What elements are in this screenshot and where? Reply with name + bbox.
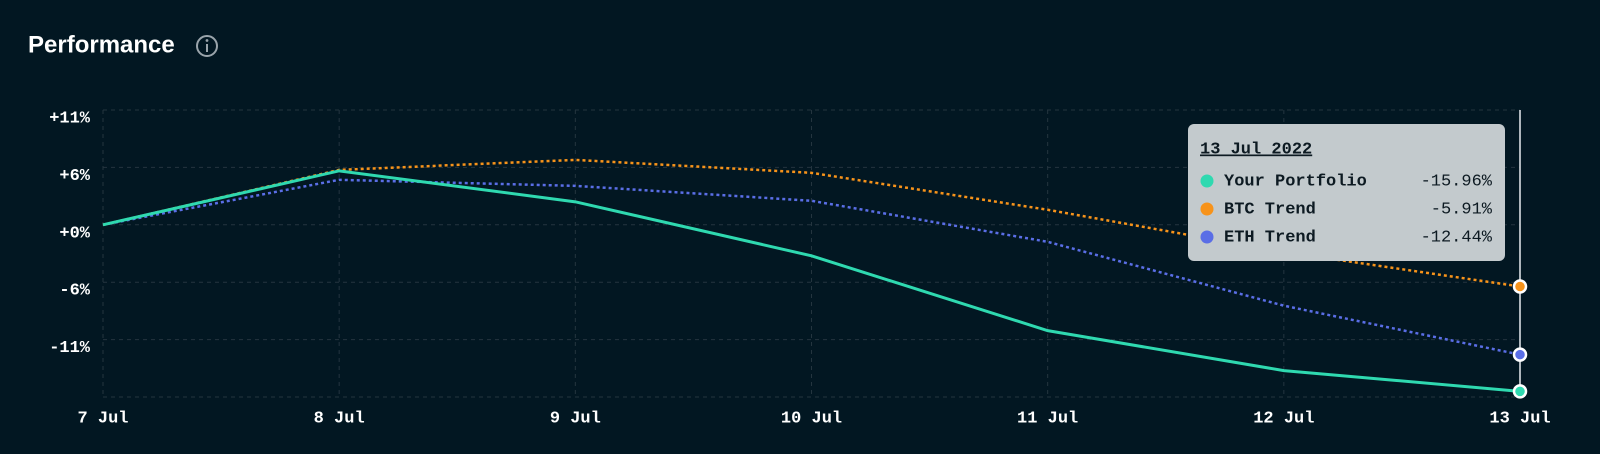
tooltip-value: -15.96% [1421, 172, 1493, 191]
point [1512, 384, 1528, 399]
x-tick-label: 7 Jul [77, 409, 128, 428]
y-tick-label: +11% [49, 109, 91, 128]
legend-label: BTC Trend [1224, 200, 1316, 219]
series-line [102, 169, 1521, 393]
legend-label: ETH Trend [1224, 228, 1316, 247]
x-tick-label: 8 Jul [314, 409, 365, 428]
tooltip-value: -12.44% [1421, 228, 1493, 247]
x-tick-label: 12 Jul [1253, 409, 1314, 428]
y-tick-label: +6% [59, 167, 90, 186]
y-tick-label: +0% [59, 224, 90, 243]
legend-label: Your Portfolio [1224, 172, 1367, 191]
series-line [102, 178, 1521, 356]
point [1512, 279, 1528, 294]
y-tick-label: -11% [49, 339, 91, 358]
info-icon[interactable] [196, 35, 218, 57]
chart-title: Performance [28, 31, 175, 58]
tooltip: 13 Jul 2022 Your Portfolio -15.96% BTC Tren… [1188, 124, 1505, 261]
tooltip-value: -5.91% [1431, 200, 1493, 219]
tooltip-box [1188, 124, 1505, 261]
tooltip-title: 13 Jul 2022 [1200, 140, 1312, 159]
legend-dot [1200, 230, 1214, 244]
x-tick-label: 11 Jul [1017, 409, 1078, 428]
x-tick-label: 9 Jul [550, 409, 601, 428]
x-tick-label: 13 Jul [1489, 409, 1550, 428]
x-tick-label: 10 Jul [781, 409, 842, 428]
point [1512, 347, 1528, 362]
legend-dot [1200, 174, 1214, 188]
y-tick-label: -6% [59, 282, 90, 301]
legend-dot [1200, 202, 1214, 216]
